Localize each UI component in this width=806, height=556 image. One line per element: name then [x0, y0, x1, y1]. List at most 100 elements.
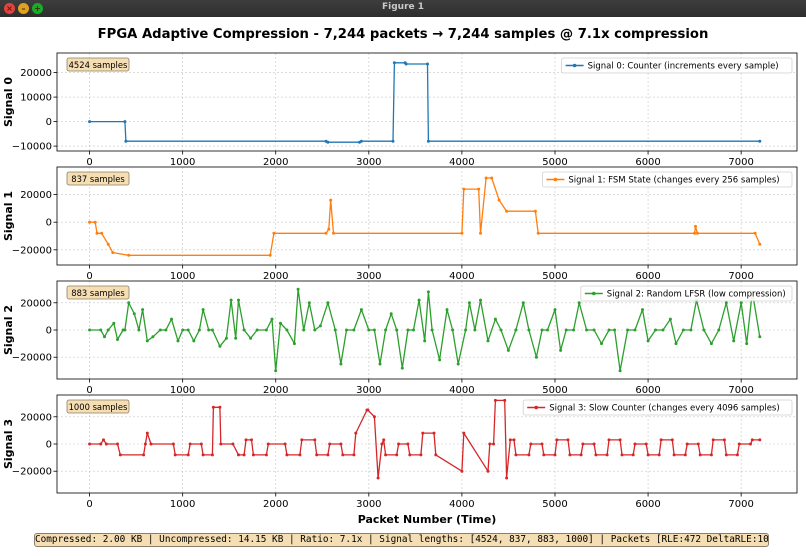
signal-3-point — [104, 442, 108, 446]
signal-0-point — [124, 139, 128, 143]
signal-3-point — [592, 442, 596, 446]
signal-2-point — [456, 362, 460, 366]
signal-3-point — [709, 453, 713, 457]
y-tick-label: −20000 — [12, 467, 52, 478]
signal-3-point — [382, 438, 386, 442]
y-tick-label: 20000 — [20, 190, 52, 201]
x-tick-label: 7000 — [728, 385, 753, 396]
signal-1-point — [95, 231, 99, 235]
signal-3-point — [88, 442, 92, 446]
signal-2-point — [572, 328, 576, 332]
signal-1-point — [93, 220, 97, 224]
signal-3-point — [670, 438, 674, 442]
signal-2-point — [395, 328, 399, 332]
legend-box — [580, 285, 793, 302]
x-tick-label: 2000 — [263, 499, 288, 510]
signal-3-point — [266, 442, 270, 446]
signal-2-point — [430, 328, 434, 332]
x-tick-label: 7000 — [728, 271, 753, 282]
signal-2-point — [237, 298, 240, 302]
subplot-1: −20000 0 20000 0 1000 2000 3000 4000 5000 6000 700… — [2, 166, 798, 282]
signal-2-point — [585, 328, 589, 332]
y-tick-label: 20000 — [20, 68, 52, 79]
signal-3-point — [644, 442, 648, 446]
signal-3-point — [116, 442, 119, 446]
signal-3-point — [514, 453, 518, 457]
signal-2-point — [106, 328, 110, 332]
signal-2-point — [406, 328, 410, 332]
signal-3-point — [188, 442, 192, 446]
sample-count-text: 1000 samples — [69, 402, 128, 412]
axes-frame — [56, 166, 798, 266]
signal-2-point — [145, 339, 149, 343]
signal-0-point — [326, 140, 330, 144]
window-minimize-button[interactable]: – — [18, 3, 29, 14]
signal-2-point — [423, 339, 427, 343]
sample-count-badge — [66, 399, 130, 414]
signal-3-point — [211, 405, 215, 409]
minimize-icon: – — [21, 4, 26, 13]
subplot-0: −10000 0 10000 20000 0 1000 2000 3000 4000 5000 60… — [2, 52, 798, 168]
signal-3-point — [659, 438, 663, 442]
signal-2-point — [577, 301, 581, 305]
signal-2-point — [307, 301, 311, 305]
signal-2-point — [372, 328, 376, 332]
signal-3-point — [460, 469, 464, 473]
signal-3-point — [231, 442, 235, 446]
signal-3-point — [508, 438, 512, 442]
signal-3-point — [553, 453, 557, 457]
signal-3-point — [397, 442, 401, 446]
x-tick-label: 3000 — [356, 157, 381, 168]
sample-count-badge — [66, 57, 130, 72]
y-tick-label: 20000 — [20, 412, 52, 423]
signal-2-point — [400, 366, 404, 370]
signal-2-point — [116, 338, 119, 341]
signal-2-point — [292, 342, 296, 346]
signal-3-point — [142, 453, 146, 457]
signal-1-point — [460, 231, 464, 235]
signal-3-point — [145, 431, 149, 435]
x-tick-label: 2000 — [263, 385, 288, 396]
signal-3-point — [210, 453, 214, 457]
signal-2-point — [367, 328, 371, 332]
signal-2-point — [186, 328, 190, 332]
x-tick-label: 0 — [86, 157, 92, 168]
axes-frame — [56, 52, 798, 152]
signal-3-point — [341, 453, 345, 457]
signal-3-point — [566, 438, 570, 442]
signal-2-point — [302, 328, 306, 332]
window-maximize-button[interactable]: + — [32, 3, 43, 14]
signal-2-point — [218, 344, 222, 348]
y-axis-label: Signal 0 — [2, 77, 15, 127]
maximize-icon: + — [34, 4, 41, 13]
y-tick-label: −10000 — [12, 142, 52, 153]
signal-2-point — [141, 308, 145, 312]
signal-3-point — [555, 438, 559, 442]
signal-3-point — [488, 442, 492, 446]
x-tick-label: 1000 — [170, 271, 195, 282]
signal-2-point — [464, 328, 468, 332]
signal-3-point — [434, 453, 438, 457]
signal-3-point — [512, 438, 516, 442]
signal-2-point — [600, 342, 603, 346]
signal-3-point — [171, 442, 175, 446]
signal-2-point — [88, 328, 92, 332]
y-axis-label: Signal 2 — [2, 305, 15, 355]
signal-2-point — [264, 328, 268, 332]
signal-1-point — [127, 253, 131, 257]
signal-0-point — [426, 139, 430, 143]
window-close-button[interactable]: × — [4, 3, 15, 14]
signal-3-point — [372, 415, 376, 419]
signal-1-point — [329, 198, 333, 202]
signal-2-point — [224, 336, 228, 340]
signal-2-point — [242, 328, 246, 332]
x-tick-label: 3000 — [356, 385, 381, 396]
signal-2-line — [89, 288, 761, 372]
signal-2-point — [151, 335, 155, 339]
signal-2-point — [618, 369, 622, 373]
signal-3-point — [419, 453, 423, 457]
signal-2-point — [661, 328, 665, 332]
signal-2-point — [646, 339, 650, 343]
signal-1-point — [693, 231, 697, 235]
x-tick-label: 3000 — [356, 271, 381, 282]
